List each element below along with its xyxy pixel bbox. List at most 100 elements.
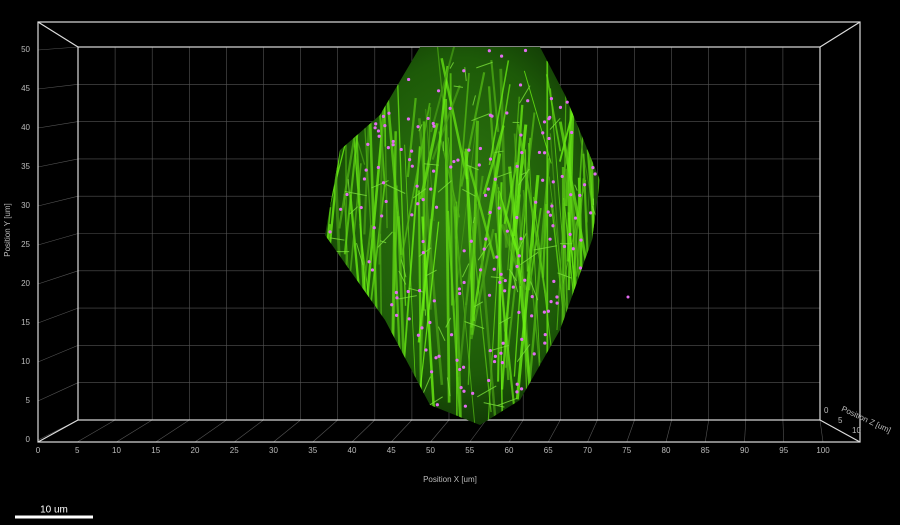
y-tick-label: 10 <box>21 357 30 366</box>
x-tick-label: 0 <box>36 446 41 455</box>
marker-dot <box>371 268 374 271</box>
marker-dot <box>463 249 466 252</box>
marker-dot <box>550 204 553 207</box>
x-tick-label: 15 <box>151 446 160 455</box>
marker-dot <box>408 158 411 161</box>
marker-dot <box>523 279 526 282</box>
marker-dot <box>489 349 492 352</box>
marker-dot <box>549 300 552 303</box>
marker-dot <box>495 255 498 258</box>
marker-dot <box>517 311 520 314</box>
marker-dot <box>593 172 596 175</box>
marker-dot <box>373 226 376 229</box>
marker-dot <box>400 148 403 151</box>
marker-dot <box>494 178 497 181</box>
marker-dot <box>377 166 380 169</box>
marker-dot <box>579 266 582 269</box>
marker-dot <box>516 165 519 168</box>
marker-dot <box>365 168 368 171</box>
marker-dot <box>519 237 522 240</box>
marker-dot <box>458 287 461 290</box>
marker-dot <box>498 281 501 284</box>
marker-dot <box>455 359 458 362</box>
marker-dot <box>462 366 465 369</box>
marker-dot <box>368 260 371 263</box>
marker-dot <box>551 224 554 227</box>
marker-dot <box>489 158 492 161</box>
marker-dot <box>434 356 437 359</box>
marker-dot <box>422 251 425 254</box>
marker-dot <box>382 181 385 184</box>
marker-dot <box>548 238 551 241</box>
x-tick-label: 50 <box>426 446 435 455</box>
z-tick-label: 0 <box>824 406 829 415</box>
marker-dot <box>416 185 419 188</box>
x-tick-label: 25 <box>230 446 239 455</box>
marker-dot <box>462 390 465 393</box>
x-tick-label: 35 <box>308 446 317 455</box>
marker-dot <box>538 151 541 154</box>
marker-dot <box>458 368 461 371</box>
marker-dot <box>416 125 419 128</box>
x-tick-label: 30 <box>269 446 278 455</box>
marker-dot <box>502 342 505 345</box>
y-tick-label: 30 <box>21 201 30 210</box>
y-tick-label: 5 <box>26 396 31 405</box>
marker-dot <box>395 291 398 294</box>
marker-dot <box>458 292 461 295</box>
marker-dot <box>547 117 550 120</box>
y-tick-label: 40 <box>21 123 30 132</box>
marker-dot <box>552 280 555 283</box>
x-tick-label: 55 <box>465 446 474 455</box>
marker-dot <box>569 193 572 196</box>
marker-dot <box>450 333 453 336</box>
marker-dot <box>493 268 496 271</box>
marker-dot <box>559 106 562 109</box>
marker-dot <box>506 230 509 233</box>
marker-dot <box>430 370 433 373</box>
marker-dot <box>543 120 546 123</box>
marker-dot <box>503 289 506 292</box>
marker-dot <box>479 268 482 271</box>
marker-dot <box>410 213 413 216</box>
z-tick-label: 10 <box>852 426 861 435</box>
marker-dot <box>519 133 522 136</box>
marker-dot <box>550 97 553 100</box>
marker-dot <box>462 69 465 72</box>
marker-dot <box>591 166 594 169</box>
marker-dot <box>345 193 348 196</box>
marker-dot <box>494 355 497 358</box>
z-tick-label: 5 <box>838 416 843 425</box>
marker-dot <box>500 55 503 58</box>
marker-dot <box>432 125 435 128</box>
marker-dot <box>424 348 427 351</box>
marker-dot <box>583 183 586 186</box>
marker-dot <box>533 352 536 355</box>
marker-dot <box>437 89 440 92</box>
marker-dot <box>422 198 425 201</box>
marker-dot <box>578 194 581 197</box>
marker-dot <box>395 296 398 299</box>
marker-dot <box>416 202 419 205</box>
marker-dot <box>589 211 592 214</box>
marker-dot <box>383 124 386 127</box>
scale-bar-label: 10 um <box>40 505 68 516</box>
marker-dot <box>366 143 369 146</box>
marker-dot <box>408 317 411 320</box>
marker-dot <box>328 230 331 233</box>
marker-dot <box>566 101 569 104</box>
marker-dot <box>418 289 421 292</box>
x-tick-label: 20 <box>191 446 200 455</box>
marker-dot <box>531 295 534 298</box>
marker-dot <box>627 296 630 299</box>
x-tick-label: 100 <box>816 446 830 455</box>
y-axis-label: Position Y [um] <box>3 203 12 257</box>
marker-dot <box>363 177 366 180</box>
marker-dot <box>378 135 381 138</box>
marker-dot <box>411 165 414 168</box>
marker-dot <box>435 206 438 209</box>
marker-dot <box>515 390 518 393</box>
marker-dot <box>427 117 430 120</box>
marker-dot <box>543 151 546 154</box>
x-tick-label: 60 <box>505 446 514 455</box>
